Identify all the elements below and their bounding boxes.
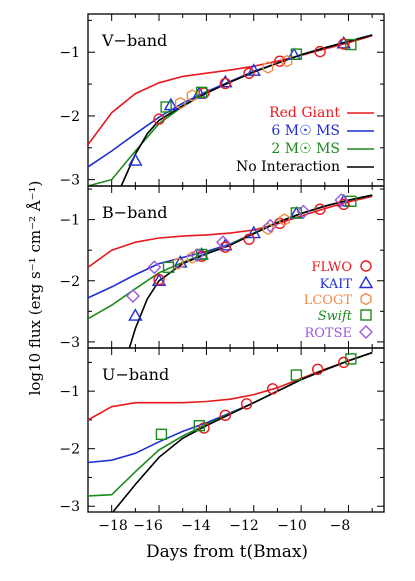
observation-point [195, 248, 208, 261]
observation-point [147, 260, 162, 275]
x-tick-label: −14 [181, 518, 211, 534]
observation-point [126, 289, 140, 304]
observation-point [243, 67, 255, 79]
source-legend-label: KAIT [320, 277, 353, 292]
observation-point [153, 113, 165, 125]
x-tick-labels: −18 −16 −14 −12 −10 −8 [98, 518, 350, 534]
observation-point [172, 257, 184, 270]
observation-point [153, 273, 165, 286]
source-legend-marker [360, 260, 372, 272]
x-tick-label: −12 [229, 518, 259, 534]
model-legend-label: 6 M☉ MS [271, 123, 340, 139]
observation-markers [128, 35, 357, 166]
band-label: V−band [101, 31, 167, 50]
observation-point [267, 383, 279, 395]
model-legend-label: Red Giant [269, 105, 340, 121]
source-legend-label: Swift [318, 309, 353, 324]
observation-point [262, 222, 274, 236]
observation-point [128, 153, 143, 166]
observation-point [338, 38, 350, 50]
observation-point [296, 204, 311, 219]
model-legend: Red Giant 6 M☉ MS 2 M☉ MS No Interaction [236, 105, 374, 175]
observation-point [263, 218, 278, 233]
observation-point [189, 248, 204, 263]
band-label: B−band [102, 203, 168, 222]
x-tick-label: −16 [133, 518, 163, 534]
panel-u: −3 −2 −1 U−band [59, 347, 385, 515]
y-axis-label: log10 flux (erg s⁻¹ cm⁻² Å⁻¹) [26, 181, 44, 396]
y-tick-label: −2 [59, 442, 80, 458]
observation-point [218, 237, 233, 251]
observation-point [345, 38, 357, 51]
observation-point [219, 409, 232, 422]
observation-point [218, 74, 233, 88]
x-axis-label: Days from t(Bmax) [146, 542, 308, 562]
model-legend-label: 2 M☉ MS [271, 141, 340, 157]
observation-point [290, 207, 303, 219]
observation-markers [155, 353, 357, 441]
observation-point [219, 77, 232, 90]
observation-point [155, 428, 168, 441]
model-legend-label: No Interaction [236, 159, 340, 175]
observation-point [160, 101, 172, 113]
x-tick-label: −18 [98, 518, 128, 534]
y-tick-label: −3 [59, 173, 80, 189]
observation-point [128, 308, 143, 321]
observation-point [195, 86, 208, 99]
observation-point [174, 96, 186, 110]
observation-point [151, 273, 167, 286]
observation-point [243, 233, 255, 245]
observation-point [336, 35, 351, 49]
observation-point [311, 363, 324, 375]
observation-point [240, 398, 253, 410]
observation-point [314, 45, 326, 58]
observation-point [290, 369, 303, 381]
x-tick-label: −8 [330, 518, 351, 534]
source-legend-marker [360, 292, 372, 306]
source-legend-marker [359, 325, 373, 339]
y-tick-label: −2 [59, 109, 80, 125]
source-legend-label: LCOGT [304, 293, 353, 308]
source-legend-marker [358, 275, 374, 289]
band-label: U−band [102, 365, 169, 384]
observation-markers [126, 193, 357, 321]
observation-point [314, 203, 326, 215]
y-tick-label: −1 [59, 45, 80, 61]
y-tick-label: −2 [59, 274, 80, 290]
panel-frame [87, 347, 385, 513]
observation-point [162, 261, 175, 274]
observation-point [279, 213, 290, 226]
observation-point [215, 235, 230, 250]
y-tick-label: −1 [59, 213, 80, 229]
source-legend-marker [360, 309, 372, 321]
model-curve [112, 351, 373, 512]
observation-point [274, 55, 286, 67]
observation-point [338, 356, 350, 369]
observation-point [334, 193, 349, 208]
y-tick-label: −1 [59, 384, 80, 400]
observation-point [290, 48, 303, 60]
observation-point [262, 61, 274, 74]
observation-point [193, 419, 205, 432]
x-tick-label: −10 [277, 518, 307, 534]
y-tick-label: −3 [59, 499, 80, 515]
y-tick-label: −3 [59, 335, 80, 351]
source-legend-label: ROTSE [304, 326, 352, 341]
source-legend-label: FLWO [311, 260, 352, 275]
panel-v: −3 −2 −1 V−band [59, 13, 385, 189]
observation-point [345, 353, 357, 365]
observation-point [219, 241, 232, 253]
model-curve [88, 351, 373, 421]
panels-group: −3 −2 −1 V−band −3 −2 −1 B−band −3 −2 −1 U−band Red … [59, 13, 385, 515]
